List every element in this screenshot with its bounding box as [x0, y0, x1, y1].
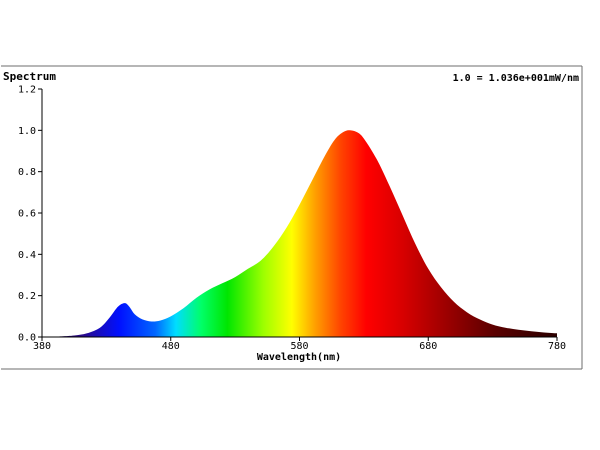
x-axis-ticks: 380 480 580 680 780: [33, 337, 566, 352]
x-tick-label: 580: [290, 341, 308, 352]
y-tick-label: 0.6: [18, 209, 36, 220]
y-axis-ticks: 0.0 0.2 0.4 0.6 0.8 1.0 1.2: [18, 85, 42, 344]
x-tick-label: 480: [162, 341, 180, 352]
x-axis-label: Wavelength(nm): [257, 352, 341, 363]
x-tick-label: 780: [548, 341, 566, 352]
x-tick-label: 380: [33, 341, 51, 352]
y-tick-label: 0.4: [18, 250, 36, 261]
y-tick-label: 1.2: [18, 85, 36, 96]
y-tick-label: 0.2: [18, 291, 36, 302]
spectrum-area: [42, 130, 557, 337]
x-tick-label: 680: [419, 341, 437, 352]
y-tick-label: 1.0: [18, 126, 36, 137]
y-tick-label: 0.0: [18, 333, 36, 344]
scale-note: 1.0 = 1.036e+001mW/nm: [453, 73, 579, 84]
chart-title: Spectrum: [3, 70, 56, 83]
y-tick-label: 0.8: [18, 167, 36, 178]
